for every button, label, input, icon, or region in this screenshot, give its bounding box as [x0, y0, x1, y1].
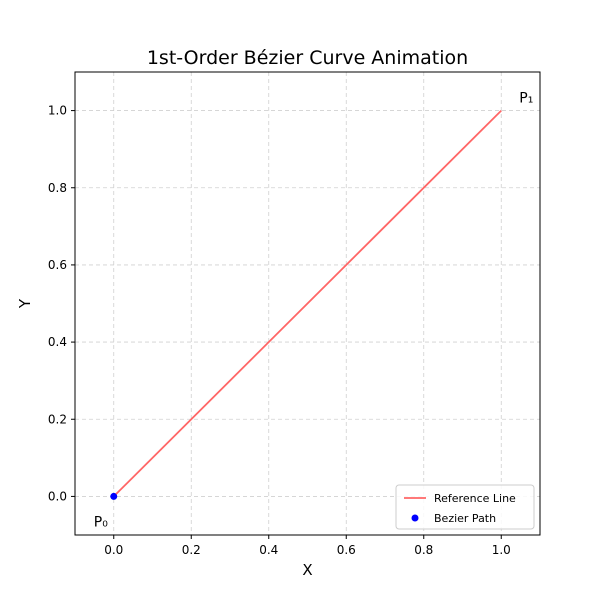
legend-marker-swatch — [411, 514, 419, 522]
x-tick-label: 1.0 — [492, 543, 511, 557]
plot-series — [110, 109, 502, 500]
chart-title: 1st-Order Bézier Curve Animation — [147, 47, 468, 69]
legend-entry-label: Reference Line — [434, 492, 516, 505]
x-axis-ticks: 0.0 0.2 0.4 0.6 0.8 1.0 — [104, 535, 511, 557]
y-tick-label: 0.8 — [48, 181, 67, 195]
reference-line — [113, 109, 502, 498]
p1-label: P₁ — [519, 91, 533, 107]
plot-frame — [74, 71, 541, 536]
grid-lines — [75, 72, 540, 535]
x-tick-label: 0.6 — [337, 543, 356, 557]
y-tick-label: 1.0 — [48, 104, 67, 118]
x-tick-label: 0.4 — [259, 543, 278, 557]
y-tick-label: 0.4 — [48, 335, 67, 349]
legend-entry-label: Bezier Path — [434, 512, 496, 525]
x-axis-label: X — [302, 561, 312, 579]
x-tick-label: 0.0 — [104, 543, 123, 557]
x-tick-label: 0.2 — [182, 543, 201, 557]
y-axis-label: Y — [16, 298, 34, 309]
annotations: P₀ P₁ — [94, 91, 534, 531]
y-axis-ticks: 0.0 0.2 0.4 0.6 0.8 1.0 — [48, 104, 75, 503]
x-tick-label: 0.8 — [414, 543, 433, 557]
y-tick-label: 0.6 — [48, 258, 67, 272]
legend: Reference Line Bezier Path — [395, 484, 535, 530]
legend-box — [395, 484, 535, 530]
bezier-path-point — [110, 492, 118, 500]
y-tick-label: 0.2 — [48, 412, 67, 426]
p0-label: P₀ — [94, 514, 108, 530]
y-tick-label: 0.0 — [48, 489, 67, 503]
